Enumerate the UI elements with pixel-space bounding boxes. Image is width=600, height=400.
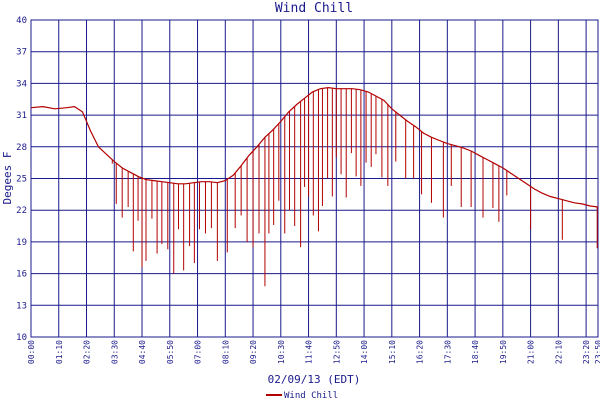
y-axis-label: Degees F — [1, 152, 14, 205]
x-tick-label: 03:30 — [110, 340, 119, 364]
x-tick-label: 00:00 — [27, 340, 36, 364]
y-axis-ticks: 10 13 16 19 22 25 28 31 34 37 40 — [16, 16, 27, 343]
series-layer — [30, 86, 599, 287]
y-tick-label: 40 — [16, 16, 27, 26]
x-tick-label: 15:10 — [388, 340, 397, 364]
x-tick-label: 02:20 — [83, 340, 92, 364]
y-tick-label: 13 — [16, 301, 27, 311]
x-tick-label: 14:00 — [360, 340, 369, 364]
x-tick-label: 17:30 — [443, 340, 452, 364]
x-tick-label: 23:50 — [594, 340, 600, 364]
plot-border — [30, 19, 599, 338]
x-tick-label: 21:00 — [527, 340, 536, 364]
x-tick-label: 01:10 — [55, 340, 64, 364]
y-tick-label: 34 — [16, 79, 27, 89]
y-tick-label: 31 — [16, 111, 27, 121]
x-tick-label: 04:40 — [138, 340, 147, 364]
x-tick-label: 23:20 — [582, 340, 591, 364]
x-tick-label: 22:10 — [554, 340, 563, 364]
y-tick-label: 22 — [16, 206, 27, 216]
x-tick-label: 07:00 — [194, 340, 203, 364]
y-tick-label: 16 — [16, 270, 27, 280]
x-tick-label: 11:40 — [305, 340, 314, 364]
plot-border — [30, 19, 599, 338]
x-tick-label: 05:50 — [166, 340, 175, 364]
x-tick-label: 16:20 — [416, 340, 425, 364]
x-axis-ticks: 00:00 01:10 02:20 03:30 04:40 05:50 07:00 08:10… — [27, 340, 600, 364]
wind-chill-line — [30, 86, 599, 208]
y-tick-label: 37 — [16, 48, 27, 58]
x-tick-label: 12:50 — [332, 340, 341, 364]
x-tick-label: 19:50 — [499, 340, 508, 364]
y-tick-label: 19 — [16, 238, 27, 248]
y-tick-label: 28 — [16, 143, 27, 153]
legend-label: Wind Chill — [284, 391, 338, 400]
x-tick-label: 08:10 — [221, 340, 230, 364]
legend: Wind Chill — [266, 391, 338, 400]
chart-title: Wind Chill — [275, 1, 353, 16]
x-tick-label: 10:30 — [277, 340, 286, 364]
y-tick-label: 10 — [16, 333, 27, 343]
x-tick-label: 18:40 — [471, 340, 480, 364]
y-tick-label: 25 — [16, 175, 27, 185]
x-axis-label: 02/09/13 (EDT) — [268, 373, 361, 386]
x-tick-label: 09:20 — [249, 340, 258, 364]
